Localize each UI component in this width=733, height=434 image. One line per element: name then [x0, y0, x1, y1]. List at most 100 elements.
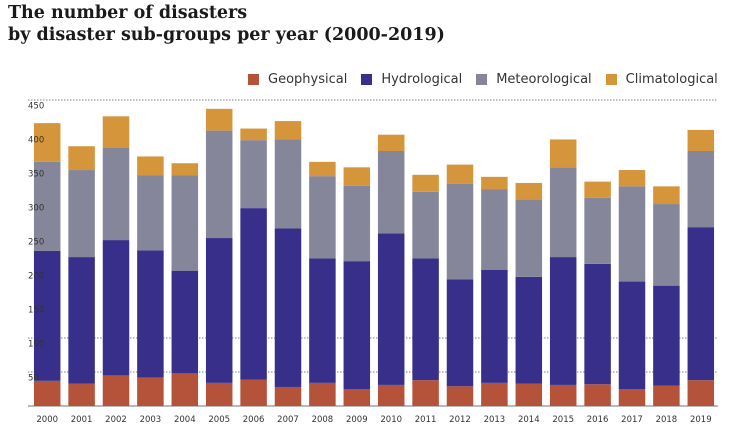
- x-tick-label-2011: 2011: [415, 415, 437, 425]
- bar-hydrological-2010: [377, 233, 405, 385]
- bar-hydrological-2016: [584, 263, 611, 385]
- bar-hydrological-2008: [309, 258, 336, 383]
- bar-geophysical-2019: [687, 380, 715, 406]
- bar-meteorological-2010: [377, 151, 405, 234]
- chart-gridlines: [28, 99, 718, 407]
- bar-hydrological-2005: [205, 238, 233, 383]
- legend-swatch-meteorological: [476, 74, 488, 85]
- bar-hydrological-2002: [102, 240, 130, 376]
- x-tick-label-2003: 2003: [140, 415, 162, 425]
- bar-geophysical-2002: [102, 375, 130, 406]
- bar-meteorological-2005: [205, 130, 233, 239]
- chart-title-line-2: by disaster sub-groups per year (2000-20…: [8, 25, 445, 45]
- bar-climatological-2009: [343, 167, 371, 186]
- x-tick-label-2008: 2008: [312, 415, 334, 425]
- bar-meteorological-2003: [137, 175, 164, 251]
- bar-geophysical-2006: [240, 379, 267, 406]
- bar-hydrological-2014: [515, 276, 543, 384]
- bar-meteorological-2008: [309, 176, 336, 259]
- legend-swatch-hydrological: [361, 74, 373, 85]
- y-tick-label: 350: [28, 170, 44, 180]
- bar-climatological-2012: [446, 164, 474, 184]
- bar-hydrological-2007: [274, 228, 302, 387]
- legend-label-meteorological: Meteorological: [496, 72, 592, 87]
- bar-climatological-2001: [68, 146, 95, 171]
- bar-climatological-2018: [653, 186, 680, 205]
- bar-climatological-2019: [687, 129, 715, 151]
- bar-meteorological-2004: [171, 175, 199, 271]
- y-tick-label: 200: [28, 272, 44, 282]
- legend-label-hydrological: Hydrological: [381, 72, 463, 87]
- legend-item-climatological: Climatological: [605, 72, 718, 87]
- legend-label-geophysical: Geophysical: [268, 72, 348, 87]
- bar-meteorological-2002: [102, 147, 130, 241]
- y-tick-label: 50: [28, 374, 39, 384]
- bar-hydrological-2006: [240, 208, 267, 380]
- x-tick-label-2019: 2019: [690, 415, 712, 425]
- bar-geophysical-2017: [618, 389, 646, 406]
- x-tick-label-2013: 2013: [484, 415, 506, 425]
- bar-geophysical-2014: [515, 383, 543, 406]
- legend-label-climatological: Climatological: [625, 72, 718, 87]
- bar-climatological-2014: [515, 182, 543, 200]
- bar-geophysical-2011: [412, 380, 439, 406]
- legend-swatch-climatological: [605, 74, 617, 85]
- bar-meteorological-2006: [240, 140, 267, 209]
- bar-hydrological-2000: [33, 250, 61, 381]
- y-axis-ticks: 50 100 150 200 250 300 350 400 450: [28, 102, 44, 384]
- bar-climatological-2007: [274, 121, 302, 140]
- bar-climatological-2004: [171, 163, 199, 176]
- x-tick-label-2018: 2018: [656, 415, 678, 425]
- bar-climatological-2013: [481, 176, 508, 190]
- x-tick-label-2007: 2007: [277, 415, 299, 425]
- x-tick-label-2014: 2014: [518, 415, 540, 425]
- legend-item-geophysical: Geophysical: [248, 72, 347, 87]
- chart-title-line-1: The number of disasters: [8, 3, 248, 23]
- x-tick-label-2004: 2004: [174, 415, 196, 425]
- bar-geophysical-2016: [584, 384, 611, 406]
- bar-geophysical-2010: [377, 384, 405, 406]
- bar-climatological-2010: [377, 134, 405, 151]
- x-tick-label-2006: 2006: [243, 415, 265, 425]
- bar-meteorological-2018: [653, 204, 680, 286]
- legend-swatch-geophysical: [248, 74, 259, 85]
- chart-title: The number of disasters by disaster sub-…: [8, 2, 445, 46]
- legend-item-meteorological: Meteorological: [476, 72, 592, 87]
- y-tick-label: 100: [28, 340, 44, 350]
- bar-geophysical-2018: [653, 385, 680, 406]
- bar-hydrological-2017: [618, 281, 646, 389]
- legend-item-hydrological: Hydrological: [361, 72, 462, 87]
- bar-climatological-2006: [240, 128, 267, 141]
- bar-climatological-2016: [584, 181, 611, 198]
- bar-climatological-2008: [309, 161, 336, 177]
- bar-geophysical-2007: [274, 386, 302, 406]
- bar-meteorological-2009: [343, 185, 371, 262]
- x-tick-label-2009: 2009: [346, 415, 368, 425]
- bar-climatological-2003: [137, 156, 164, 176]
- bar-hydrological-2009: [343, 261, 371, 389]
- bar-geophysical-2009: [343, 389, 371, 406]
- y-tick-label: 300: [28, 204, 44, 214]
- x-tick-label-2015: 2015: [552, 415, 574, 425]
- bar-meteorological-2013: [481, 189, 508, 270]
- bar-geophysical-2000: [33, 380, 61, 406]
- bar-meteorological-2007: [274, 139, 302, 229]
- bar-climatological-2005: [205, 108, 233, 131]
- bar-hydrological-2019: [687, 227, 715, 381]
- bar-hydrological-2013: [481, 270, 508, 383]
- bar-climatological-2015: [549, 139, 577, 168]
- bar-meteorological-2011: [412, 191, 439, 259]
- bar-hydrological-2003: [137, 250, 164, 378]
- y-tick-label: 150: [28, 306, 44, 316]
- bar-geophysical-2003: [137, 377, 164, 406]
- y-tick-label: 250: [28, 238, 44, 248]
- chart-bars: [33, 108, 715, 406]
- bar-meteorological-2016: [584, 197, 611, 264]
- bar-hydrological-2015: [549, 257, 577, 385]
- bar-geophysical-2013: [481, 382, 508, 406]
- bar-geophysical-2001: [68, 383, 95, 406]
- bar-hydrological-2012: [446, 279, 474, 387]
- y-tick-label: 400: [28, 136, 44, 146]
- bar-geophysical-2015: [549, 384, 577, 406]
